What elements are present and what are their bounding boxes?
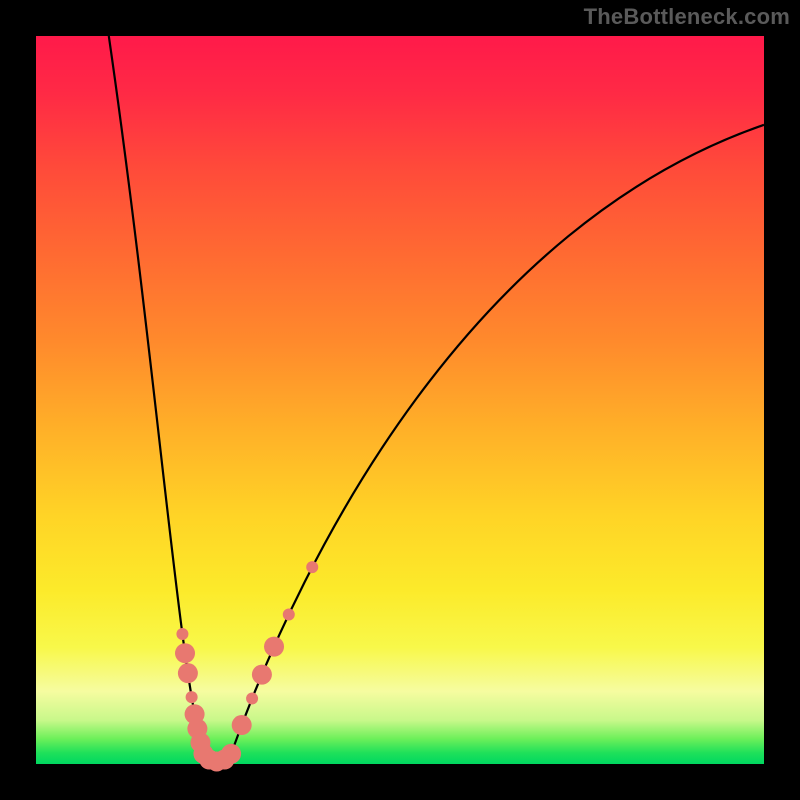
gradient-background [36, 36, 764, 764]
data-marker [221, 744, 241, 764]
data-marker [246, 692, 258, 704]
data-marker [178, 663, 198, 683]
chart-container: TheBottleneck.com [0, 0, 800, 800]
data-marker [232, 715, 252, 735]
data-marker [306, 561, 318, 573]
data-marker [176, 628, 188, 640]
data-marker [185, 704, 205, 724]
data-marker [175, 643, 195, 663]
data-marker [186, 691, 198, 703]
bottleneck-chart [0, 0, 800, 800]
data-marker [252, 665, 272, 685]
data-marker [264, 637, 284, 657]
watermark-text: TheBottleneck.com [584, 4, 790, 30]
data-marker [283, 608, 295, 620]
